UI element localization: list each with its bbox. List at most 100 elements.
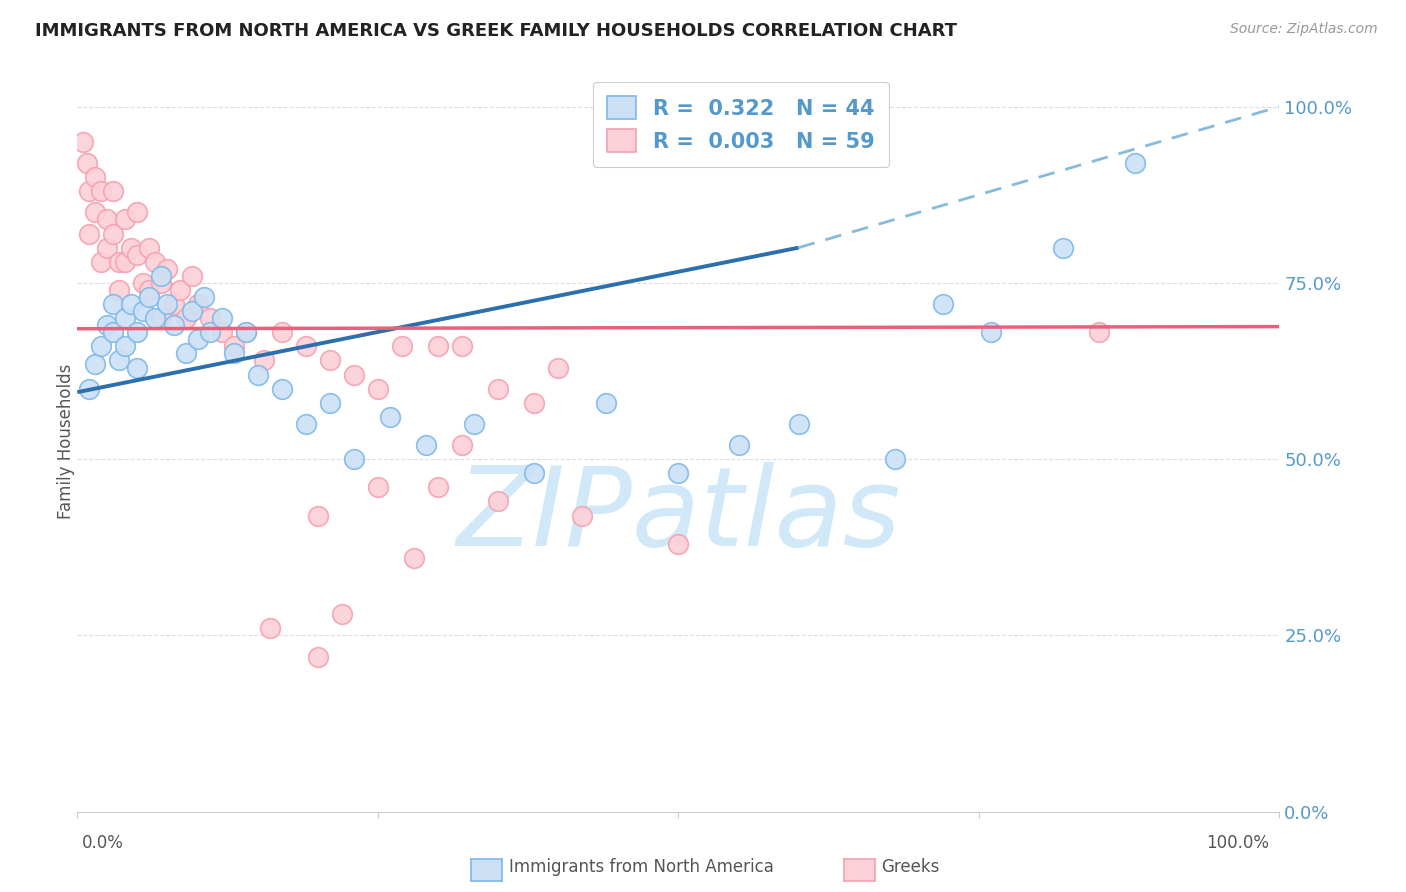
Point bbox=[72, 135, 94, 149]
Point bbox=[90, 184, 112, 198]
Point bbox=[103, 325, 125, 339]
Point bbox=[378, 409, 401, 424]
Point bbox=[180, 304, 202, 318]
Point bbox=[156, 297, 179, 311]
Point bbox=[114, 254, 136, 268]
Point bbox=[90, 254, 112, 268]
Point bbox=[523, 396, 546, 410]
Point bbox=[198, 325, 221, 339]
Point bbox=[103, 227, 125, 241]
Point bbox=[427, 339, 450, 353]
Point bbox=[235, 325, 257, 339]
Point bbox=[343, 368, 366, 382]
Point bbox=[270, 325, 292, 339]
Point bbox=[270, 382, 292, 396]
Point bbox=[294, 417, 316, 431]
Point bbox=[367, 480, 389, 494]
Point bbox=[1052, 241, 1074, 255]
Text: Source: ZipAtlas.com: Source: ZipAtlas.com bbox=[1230, 22, 1378, 37]
Point bbox=[76, 156, 98, 170]
Point bbox=[486, 382, 509, 396]
Text: Immigrants from North America: Immigrants from North America bbox=[509, 858, 773, 876]
Point bbox=[150, 268, 173, 283]
Point bbox=[96, 241, 118, 255]
Text: 100.0%: 100.0% bbox=[1206, 834, 1270, 852]
Point bbox=[79, 227, 101, 241]
Point bbox=[330, 607, 353, 622]
Point bbox=[235, 325, 257, 339]
Point bbox=[138, 290, 160, 304]
Point bbox=[1123, 156, 1146, 170]
Point bbox=[108, 254, 131, 268]
Point bbox=[96, 212, 118, 227]
Point bbox=[114, 311, 136, 326]
Point bbox=[103, 184, 125, 198]
Point bbox=[547, 360, 569, 375]
Text: IMMIGRANTS FROM NORTH AMERICA VS GREEK FAMILY HOUSEHOLDS CORRELATION CHART: IMMIGRANTS FROM NORTH AMERICA VS GREEK F… bbox=[35, 22, 957, 40]
Point bbox=[103, 297, 125, 311]
Point bbox=[980, 325, 1002, 339]
Point bbox=[319, 396, 342, 410]
Point bbox=[319, 353, 342, 368]
Point bbox=[114, 339, 136, 353]
Point bbox=[132, 304, 155, 318]
Point bbox=[145, 311, 167, 326]
Point bbox=[162, 297, 184, 311]
Legend: R =  0.322   N = 44, R =  0.003   N = 59: R = 0.322 N = 44, R = 0.003 N = 59 bbox=[593, 82, 890, 167]
Point bbox=[79, 382, 101, 396]
Point bbox=[571, 508, 593, 523]
Point bbox=[84, 170, 107, 185]
Point bbox=[222, 339, 245, 353]
Point bbox=[486, 494, 509, 508]
Point bbox=[150, 276, 173, 290]
Point bbox=[84, 205, 107, 219]
Point bbox=[156, 261, 179, 276]
Point bbox=[108, 353, 131, 368]
Point bbox=[415, 438, 437, 452]
Point bbox=[120, 241, 142, 255]
Point bbox=[391, 339, 413, 353]
Point bbox=[187, 297, 209, 311]
Point bbox=[180, 268, 202, 283]
Point bbox=[668, 537, 690, 551]
Point bbox=[523, 467, 546, 481]
Point bbox=[127, 248, 149, 262]
Point bbox=[307, 649, 329, 664]
Point bbox=[343, 452, 366, 467]
Point bbox=[595, 396, 617, 410]
Point bbox=[138, 241, 160, 255]
Point bbox=[294, 339, 316, 353]
Point bbox=[127, 205, 149, 219]
Point bbox=[451, 438, 474, 452]
Point bbox=[132, 276, 155, 290]
Point bbox=[96, 318, 118, 333]
Y-axis label: Family Households: Family Households bbox=[58, 364, 75, 519]
Point bbox=[883, 452, 905, 467]
Point bbox=[114, 212, 136, 227]
Point bbox=[145, 254, 167, 268]
Point bbox=[1088, 325, 1111, 339]
Point bbox=[402, 550, 425, 565]
Point bbox=[198, 311, 221, 326]
Point bbox=[668, 467, 690, 481]
Point bbox=[211, 325, 233, 339]
Point bbox=[84, 357, 107, 371]
Point bbox=[127, 360, 149, 375]
Point bbox=[187, 332, 209, 346]
Point bbox=[193, 290, 215, 304]
Point bbox=[120, 297, 142, 311]
Point bbox=[451, 339, 474, 353]
Point bbox=[932, 297, 955, 311]
Point bbox=[427, 480, 450, 494]
Point bbox=[727, 438, 749, 452]
Text: Greeks: Greeks bbox=[882, 858, 941, 876]
Point bbox=[138, 283, 160, 297]
Point bbox=[259, 621, 281, 635]
Point bbox=[211, 311, 233, 326]
Point bbox=[174, 311, 197, 326]
Point bbox=[367, 382, 389, 396]
Point bbox=[787, 417, 810, 431]
Text: ZIPatlas: ZIPatlas bbox=[456, 462, 901, 569]
Point bbox=[174, 346, 197, 360]
Point bbox=[150, 311, 173, 326]
